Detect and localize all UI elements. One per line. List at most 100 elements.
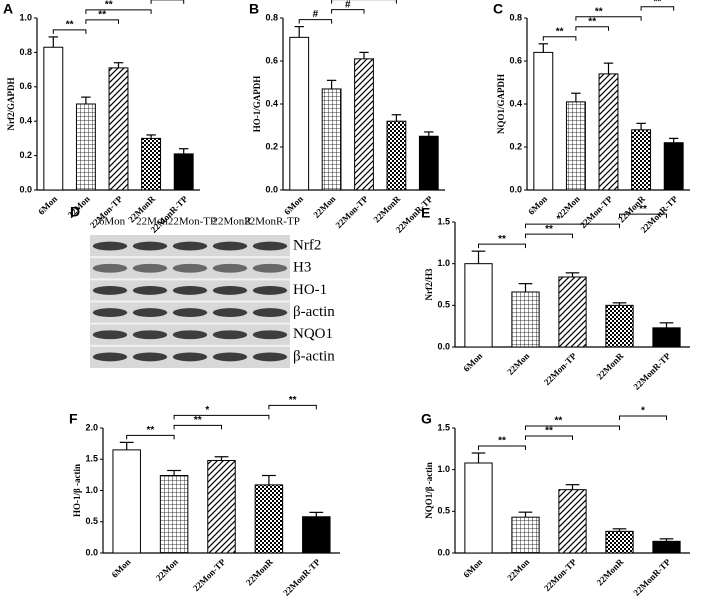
significance-label: ** xyxy=(498,234,506,245)
error-bar xyxy=(391,114,402,122)
blot-band xyxy=(212,352,248,362)
panel-label: G xyxy=(421,411,432,427)
x-tick-label: 22MonR xyxy=(595,350,626,381)
blot-band xyxy=(172,241,208,251)
x-tick-label: 22MonR-TP xyxy=(631,350,672,391)
blot-band xyxy=(252,352,288,362)
bar xyxy=(43,46,64,191)
y-axis-label: HO-1/β -actin xyxy=(72,464,82,517)
y-tick-label: 0.8 xyxy=(19,47,32,57)
blot-band xyxy=(172,330,208,340)
x-tick-label: 22MonR xyxy=(372,193,403,224)
significance-bracket xyxy=(298,19,333,24)
x-tick-label: 22Mon xyxy=(505,557,531,583)
bar xyxy=(605,530,634,554)
blot-band xyxy=(132,308,168,318)
significance-bracket xyxy=(575,26,609,31)
significance-bracket xyxy=(173,424,222,430)
bar xyxy=(386,120,407,191)
error-bar xyxy=(612,528,627,532)
significance-label: ** xyxy=(98,10,106,21)
bar xyxy=(159,475,189,554)
y-tick-label: 0.5 xyxy=(85,516,98,526)
panel-label: D xyxy=(70,204,80,220)
significance-label: ** xyxy=(654,0,662,7)
error-bar xyxy=(518,283,533,292)
significance-bracket xyxy=(150,0,185,4)
bar xyxy=(112,449,141,554)
y-tick-label: 1.5 xyxy=(437,422,450,432)
blot-band xyxy=(252,308,288,318)
significance-bracket xyxy=(640,6,675,11)
y-tick-label: 1.5 xyxy=(437,216,450,226)
x-tick-label: 22Mon-TP xyxy=(578,193,615,230)
significance-label: * xyxy=(641,406,645,417)
significance-bracket xyxy=(478,243,526,249)
lane-label: 22MonR-TP xyxy=(244,216,300,228)
significance-label: ** xyxy=(164,0,172,1)
blot-band xyxy=(212,263,248,273)
error-bar xyxy=(167,469,181,476)
significance-bracket xyxy=(268,404,317,410)
bar xyxy=(321,88,342,191)
blot-band xyxy=(92,285,128,295)
error-bar xyxy=(471,250,486,264)
x-tick-label: 6Mon xyxy=(110,557,133,580)
x-tick-label: 22Mon-TP xyxy=(333,193,370,230)
error-bar xyxy=(659,538,674,542)
blot-band xyxy=(252,241,288,251)
bar xyxy=(565,101,586,191)
significance-label: * xyxy=(205,405,209,416)
significance-label: ** xyxy=(588,16,596,27)
blot-band xyxy=(132,285,168,295)
significance-bracket xyxy=(173,414,270,420)
significance-label: ** xyxy=(147,425,155,436)
error-bar xyxy=(518,511,533,518)
blot-band xyxy=(92,330,128,340)
x-tick-label: 22Mon xyxy=(311,194,337,220)
bar xyxy=(75,103,96,191)
y-tick-label: 2.0 xyxy=(85,422,98,432)
lane-label: 6Mon xyxy=(99,216,126,228)
significance-bracket xyxy=(619,213,667,219)
panel-label: A xyxy=(3,1,13,17)
bar xyxy=(558,489,587,554)
error-bar xyxy=(178,148,189,154)
band-label: β-actin xyxy=(293,348,335,364)
bar xyxy=(605,304,634,348)
lane-label: 22Mon xyxy=(136,216,168,228)
blot-band xyxy=(212,241,248,251)
x-tick-label: 6Mon xyxy=(282,194,305,217)
y-tick-label: 0.6 xyxy=(265,55,278,65)
error-bar xyxy=(113,62,124,68)
error-bar xyxy=(565,484,580,490)
bar xyxy=(141,137,162,191)
x-tick-label: 22Mon xyxy=(505,351,531,377)
bar xyxy=(511,516,540,554)
x-tick-label: 22Mon-TP xyxy=(542,556,579,593)
panel-label: E xyxy=(421,205,430,221)
significance-bracket xyxy=(525,233,573,239)
blot-band xyxy=(252,330,288,340)
blot-band xyxy=(92,352,128,362)
panel-label: B xyxy=(249,1,259,17)
error-bar xyxy=(81,96,91,104)
blot-band xyxy=(252,263,288,273)
error-bar xyxy=(471,452,486,463)
error-bar xyxy=(668,137,679,143)
error-bar xyxy=(603,62,614,74)
blot-band xyxy=(172,308,208,318)
error-bar xyxy=(424,131,434,137)
significance-label: ** xyxy=(595,6,603,17)
significance-label: ** xyxy=(555,416,563,427)
significance-label: # xyxy=(345,0,351,10)
blot-band xyxy=(172,352,208,362)
y-tick-label: 0.4 xyxy=(509,98,522,108)
significance-label: ** xyxy=(194,415,202,426)
blot-band xyxy=(132,330,168,340)
bar xyxy=(289,36,310,191)
error-bar xyxy=(359,51,369,59)
bar xyxy=(598,73,619,191)
significance-bracket xyxy=(52,29,87,34)
y-tick-label: 0.4 xyxy=(19,116,32,126)
